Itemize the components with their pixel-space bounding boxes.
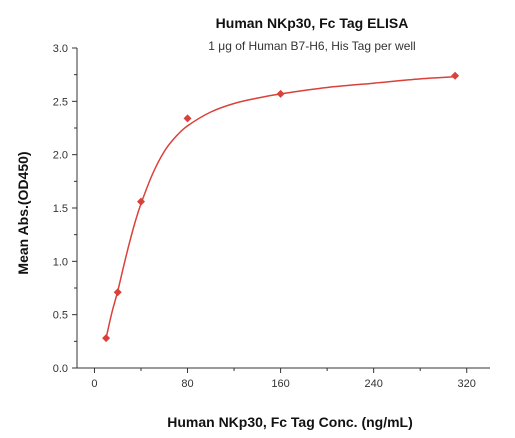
data-point: [276, 89, 285, 98]
data-point: [102, 334, 111, 343]
y-tick-label: 3.0: [53, 43, 68, 55]
x-tick-label: 0: [91, 378, 97, 390]
x-ticks: 0 80 160 240 320: [91, 368, 476, 390]
y-tick-label: 1.0: [53, 256, 68, 268]
x-tick-label: 320: [458, 378, 476, 390]
data-points: [102, 71, 460, 343]
y-tick-label: 0.5: [53, 310, 68, 322]
x-axis-label: Human NKp30, Fc Tag Conc. (ng/mL): [167, 414, 413, 430]
x-tick-label: 240: [364, 378, 382, 390]
x-tick-label: 80: [181, 378, 193, 390]
data-point: [136, 197, 145, 206]
data-point: [451, 71, 460, 80]
data-point: [113, 288, 122, 297]
y-tick-label: 2.0: [53, 150, 68, 162]
x-tick-label: 160: [271, 378, 289, 390]
y-ticks: 0.0 0.5 1.0 1.5 2.0 2.5 3.0: [53, 43, 77, 375]
chart-subtitle: 1 μg of Human B7-H6, His Tag per well: [208, 39, 415, 53]
chart-title: Human NKp30, Fc Tag ELISA: [216, 15, 409, 31]
fit-curve: [105, 76, 456, 339]
data-point: [183, 114, 192, 123]
plot-area: 0 80 160 240 320 0.0 0.5 1.0 1.5 2.0 2.5 3.0: [53, 43, 490, 390]
y-tick-label: 0.0: [53, 363, 68, 375]
y-tick-label: 2.5: [53, 96, 68, 108]
y-tick-label: 1.5: [53, 203, 68, 215]
y-axis-label: Mean Abs.(OD450): [15, 151, 31, 274]
